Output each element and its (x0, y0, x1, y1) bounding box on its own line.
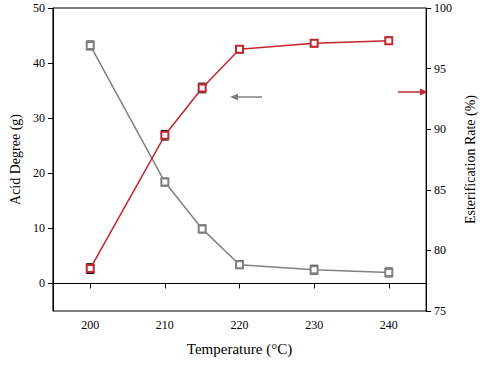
svg-text:0: 0 (39, 276, 45, 290)
svg-text:220: 220 (231, 318, 249, 332)
svg-text:Esterification Rate (%): Esterification Rate (%) (463, 95, 479, 224)
svg-text:40: 40 (33, 56, 45, 70)
svg-text:Acid Degree (g): Acid Degree (g) (8, 114, 24, 205)
svg-text:230: 230 (305, 318, 323, 332)
svg-text:95: 95 (434, 62, 446, 76)
svg-text:Temperature (°C): Temperature (°C) (187, 341, 292, 358)
svg-text:200: 200 (81, 318, 99, 332)
svg-text:10: 10 (33, 221, 45, 235)
svg-text:210: 210 (156, 318, 174, 332)
svg-text:240: 240 (380, 318, 398, 332)
svg-text:85: 85 (434, 183, 446, 197)
svg-text:20: 20 (33, 166, 45, 180)
svg-text:50: 50 (33, 1, 45, 15)
svg-text:80: 80 (434, 243, 446, 257)
svg-text:100: 100 (434, 1, 452, 15)
svg-text:90: 90 (434, 122, 446, 136)
svg-text:30: 30 (33, 111, 45, 125)
svg-text:75: 75 (434, 304, 446, 318)
